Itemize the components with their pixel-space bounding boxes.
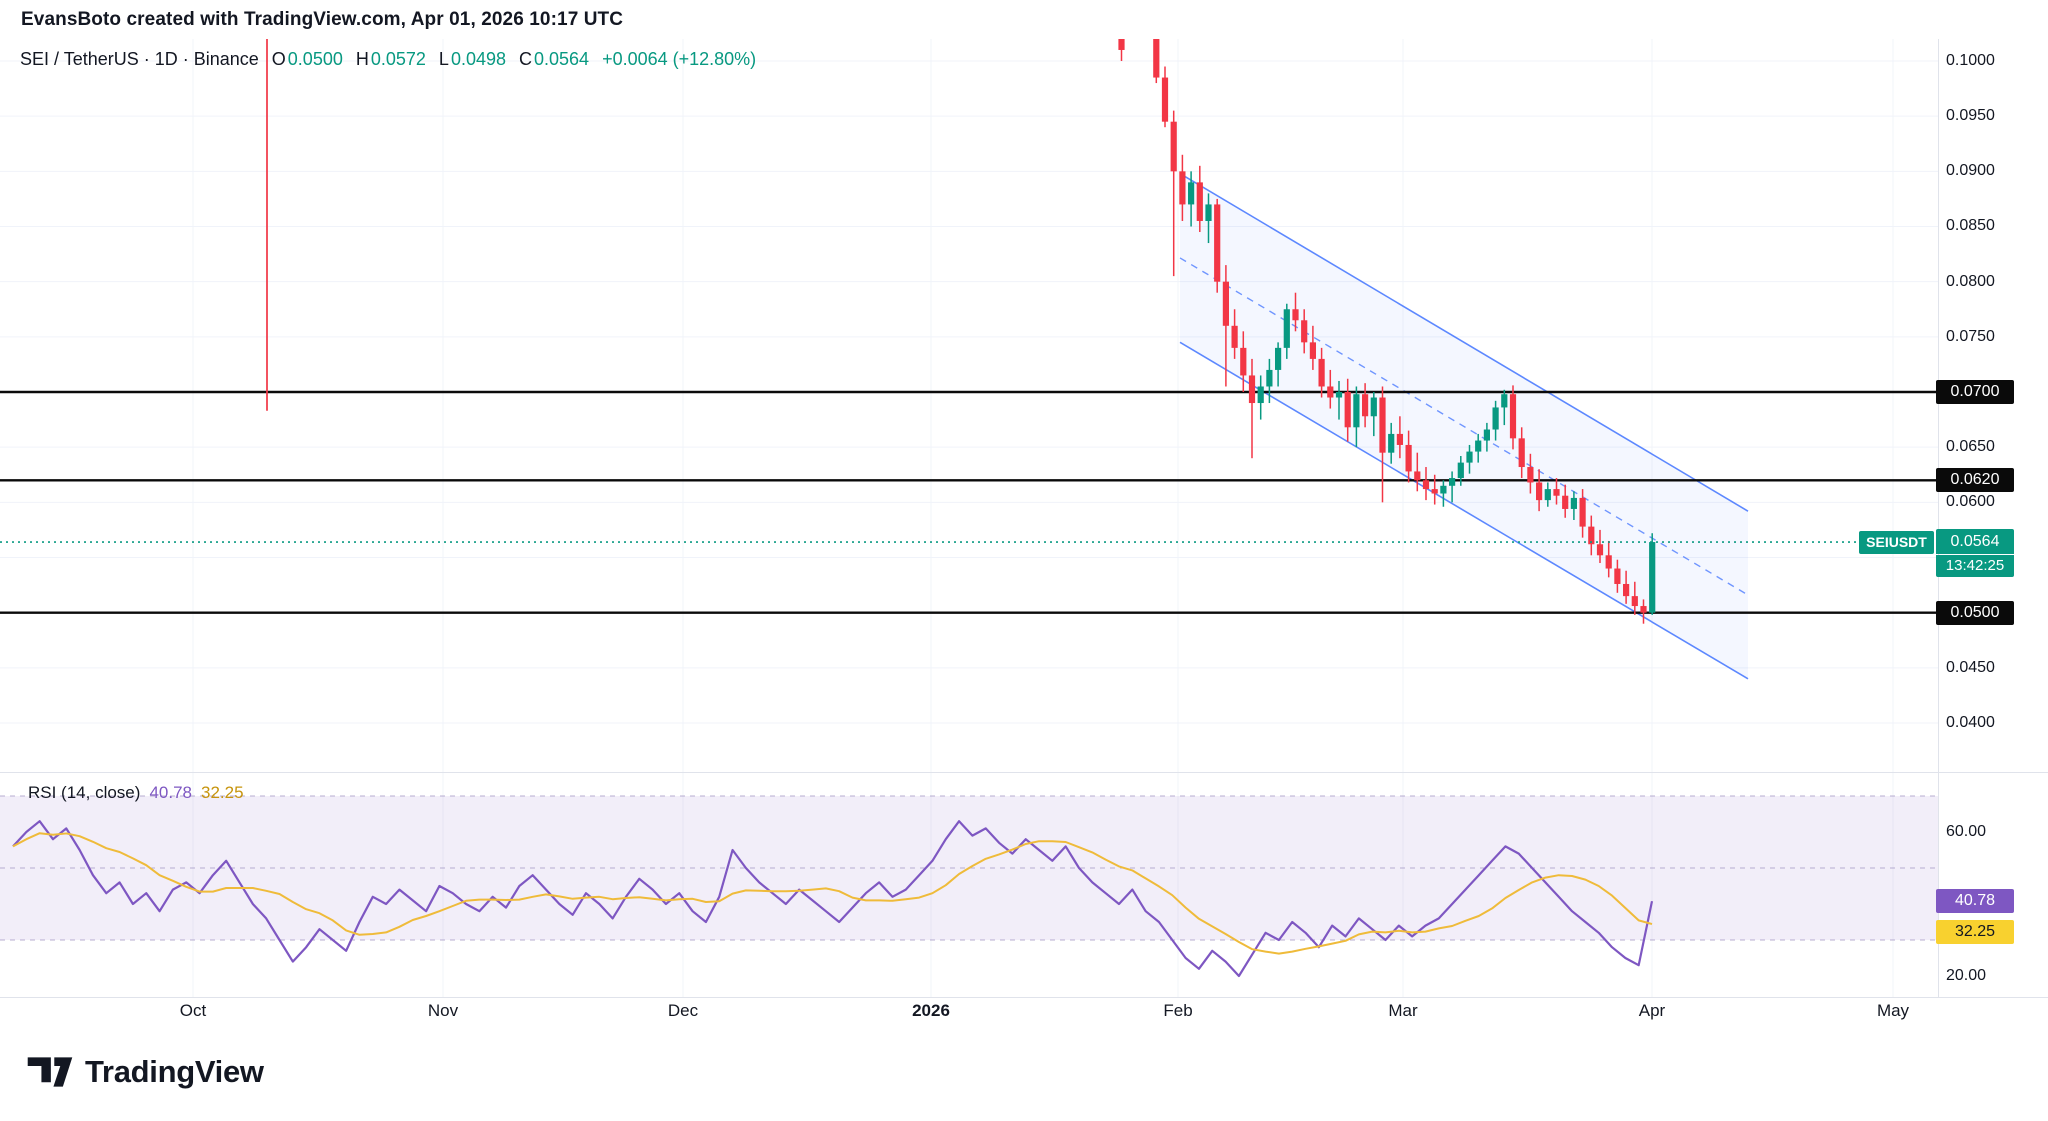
low-value: L 0.0498 <box>439 49 506 70</box>
price-axis-label: 0.0650 <box>1946 438 1995 456</box>
rsi-axis-label: 60.00 <box>1946 823 1987 840</box>
time-axis-label: Oct <box>179 1001 207 1020</box>
rsi-ma-current-value: 32.25 <box>200 783 244 802</box>
high-price: 0.0572 <box>370 49 426 69</box>
rsi-line <box>12 820 1654 978</box>
time-axis-label: Apr <box>1638 1001 1666 1020</box>
price-axis-label: 0.0950 <box>1946 107 1995 125</box>
candlestick-series <box>1118 39 1656 624</box>
price-axis-label: 0.0450 <box>1946 658 1995 676</box>
time-axis-label: May <box>1876 1001 1910 1020</box>
price-level-badge: 0.0500 <box>1936 600 2014 625</box>
low-label: L <box>438 49 449 69</box>
time-axis-label: Mar <box>1388 1001 1418 1020</box>
open-value: O 0.0500 <box>272 49 343 70</box>
current-price-badge: 0.0564 <box>1936 529 2014 554</box>
tradingview-logo-icon <box>27 1057 73 1087</box>
descending-channel <box>1179 172 1749 680</box>
price-axis-label: 0.0800 <box>1946 272 1995 290</box>
close-price: 0.0564 <box>534 49 590 69</box>
price-axis[interactable] <box>1939 39 2048 997</box>
tradingview-logo[interactable]: TradingView <box>26 1053 264 1091</box>
price-axis-label: 0.0850 <box>1946 217 1995 235</box>
symbol-title[interactable]: SEI / TetherUS · 1D · Binance <box>20 49 259 69</box>
price-axis-label: 0.0600 <box>1946 493 1995 511</box>
price-axis-label: 0.0400 <box>1946 713 1995 731</box>
rsi-legend: RSI (14, close) 40.78 32.25 <box>28 783 244 803</box>
chart-attribution: EvansBoto created with TradingView.com, … <box>21 9 624 30</box>
time-axis-label: Feb <box>1163 1001 1193 1020</box>
bar-close-countdown: 13:42:25 <box>1936 555 2014 577</box>
price-level-badge: 0.0620 <box>1936 468 2014 493</box>
tradingview-logo-text: TradingView <box>85 1054 264 1089</box>
open-price: 0.0500 <box>287 49 343 69</box>
time-axis-label: Nov <box>427 1001 459 1020</box>
open-label: O <box>271 49 286 69</box>
rsi-value-badge: 32.25 <box>1936 919 2014 944</box>
high-value: H 0.0572 <box>356 49 426 70</box>
rsi-value-badge: 40.78 <box>1936 889 2014 914</box>
price-level-badge: 0.0700 <box>1936 379 2014 404</box>
rsi-ma-line <box>12 832 1653 955</box>
rsi-current-value: 40.78 <box>149 783 192 802</box>
rsi-title[interactable]: RSI (14, close) <box>28 783 141 802</box>
time-axis-label: 2026 <box>912 1001 950 1020</box>
price-axis-label: 0.1000 <box>1946 52 1995 69</box>
change-value: +0.0064 (+12.80%) <box>602 49 757 69</box>
close-label: C <box>519 49 532 69</box>
price-axis-label: 0.0750 <box>1946 327 1995 345</box>
high-label: H <box>355 49 369 69</box>
rsi-axis-label: 20.00 <box>1946 967 1987 984</box>
price-axis-label: 0.0900 <box>1946 162 1995 180</box>
symbol-legend: SEI / TetherUS · 1D · Binance O 0.0500 H… <box>20 49 756 70</box>
low-price: 0.0498 <box>450 49 506 69</box>
time-axis-label: Dec <box>667 1001 699 1020</box>
time-axis[interactable] <box>0 998 2048 1032</box>
symbol-price-flag: SEIUSDT <box>1859 531 1934 554</box>
close-value: C 0.0564 <box>519 49 589 70</box>
